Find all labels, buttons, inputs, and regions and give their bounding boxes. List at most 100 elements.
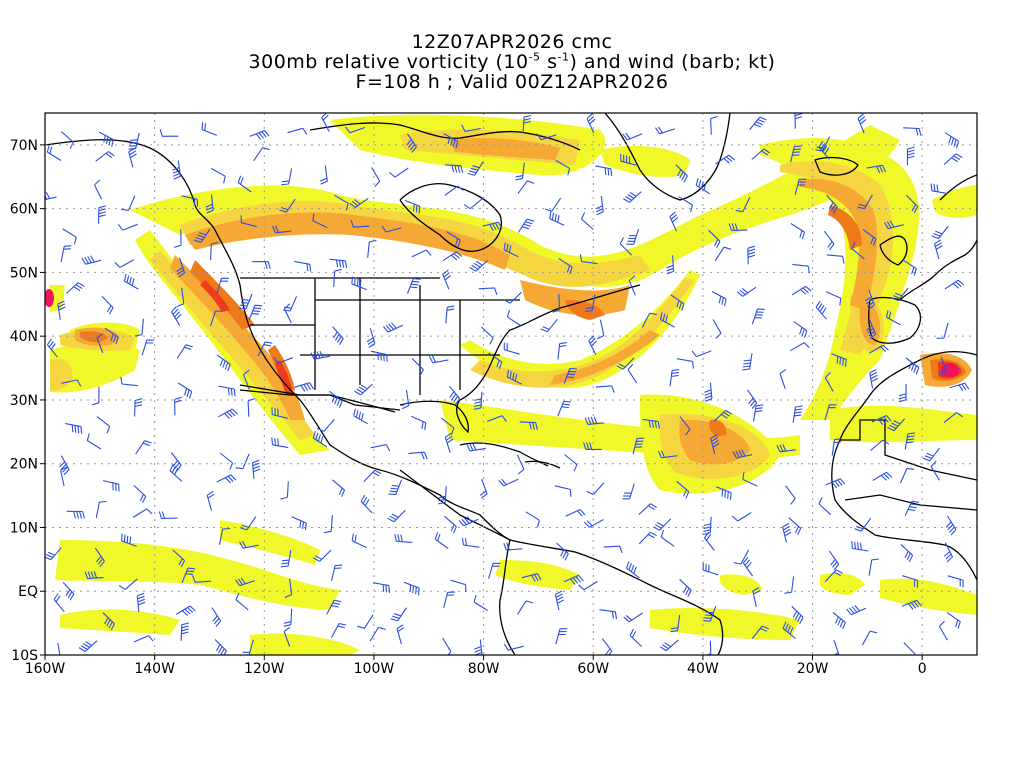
wind-barb (753, 404, 764, 422)
wind-barb (176, 605, 196, 617)
wind-barb (180, 622, 189, 641)
wind-barb (478, 287, 498, 295)
wind-barb (406, 133, 417, 153)
wind-barb (563, 574, 584, 585)
title-field-line: 300mb relative vorticity (10-5 s-1) and … (248, 50, 776, 73)
wind-barb (46, 338, 58, 358)
graticule (45, 113, 977, 655)
wind-barb (905, 357, 920, 375)
wind-barb (540, 318, 558, 333)
wind-barb (330, 564, 343, 582)
wind-barb (45, 191, 57, 201)
wind-barb (57, 300, 66, 320)
wind-barb (248, 304, 263, 321)
wind-barb (503, 643, 524, 651)
wind-barb (554, 485, 572, 497)
wind-barb (595, 165, 613, 177)
wind-barb (62, 581, 75, 601)
wind-barb (251, 459, 261, 479)
vorticity-shading (45, 114, 977, 655)
wind-barb (944, 279, 965, 290)
wind-barb (312, 213, 328, 229)
title-valid-line: F=108 h ; Valid 00Z12APR2026 (355, 71, 669, 93)
wind-barb (46, 144, 62, 161)
wind-barb (354, 383, 373, 396)
wind-barb (211, 607, 222, 627)
wind-barb (742, 556, 754, 577)
wind-barb (931, 225, 949, 240)
wind-barb (239, 516, 257, 531)
wind-barb (794, 178, 807, 195)
x-tick-label: 160W (25, 661, 66, 677)
wind-barb (930, 183, 948, 195)
wind-barb (396, 624, 405, 645)
wind-barb (790, 145, 802, 163)
wind-barb (790, 342, 810, 352)
wind-barb (482, 221, 503, 231)
wind-barb (815, 300, 827, 320)
wind-barb (713, 409, 733, 422)
wind-barb (736, 286, 757, 297)
wind-barb (557, 400, 572, 417)
wind-barb (522, 114, 532, 134)
x-tick-label: 0 (918, 661, 927, 677)
wind-barb (515, 162, 525, 181)
wind-barb (473, 594, 488, 611)
wind-barb (833, 640, 840, 655)
wind-barb (444, 515, 457, 534)
y-tick-label: 10S (11, 648, 38, 664)
wind-barb (503, 242, 519, 258)
wind-barb (902, 575, 919, 588)
wind-barb (294, 260, 312, 272)
wind-barb (94, 179, 103, 200)
wind-barb (463, 198, 483, 210)
wind-barb (906, 146, 915, 166)
wind-barb (443, 591, 455, 608)
wind-barb (784, 576, 795, 594)
wind-barb (597, 319, 605, 340)
wind-barb (474, 639, 483, 655)
wind-barb (503, 291, 522, 304)
wind-barb (128, 132, 140, 150)
title-run-line: 12Z07APR2026 cmc (411, 31, 613, 53)
wind-barb (657, 450, 678, 459)
british-isles (879, 235, 908, 266)
wind-barb (389, 167, 409, 178)
wind-barb (583, 442, 602, 450)
wind-barb (519, 421, 538, 430)
wind-barb (733, 549, 749, 565)
wind-barbs (45, 113, 970, 655)
wind-barb (623, 612, 643, 623)
wind-barb (903, 127, 922, 136)
wind-barb (181, 567, 196, 584)
wind-barb (369, 626, 386, 642)
wind-barb (350, 220, 370, 228)
wind-barb (209, 310, 223, 327)
wind-barb (824, 404, 837, 421)
wind-barb (357, 614, 374, 629)
wind-barb (579, 254, 598, 265)
wind-barb (904, 500, 920, 516)
wind-barb (249, 129, 270, 140)
wind-barb (749, 116, 767, 130)
wind-barb (588, 335, 598, 356)
wind-barb (751, 308, 765, 325)
wind-barb (388, 479, 403, 496)
wind-barb (581, 212, 594, 231)
wind-barb (828, 550, 840, 571)
y-tick-label: 60N (10, 202, 38, 218)
wind-barb (659, 312, 675, 328)
wind-barb (312, 431, 328, 448)
wind-barb (351, 533, 367, 549)
wind-barb (287, 127, 308, 135)
x-tick-label: 40W (687, 661, 719, 677)
arctic-islands (309, 122, 581, 151)
iceland (814, 156, 859, 176)
wind-barb (866, 164, 887, 174)
wind-barb (943, 153, 963, 165)
wind-barb (280, 550, 292, 568)
wind-barb (930, 460, 940, 481)
wind-barb (904, 432, 916, 450)
wind-barb (331, 479, 346, 497)
